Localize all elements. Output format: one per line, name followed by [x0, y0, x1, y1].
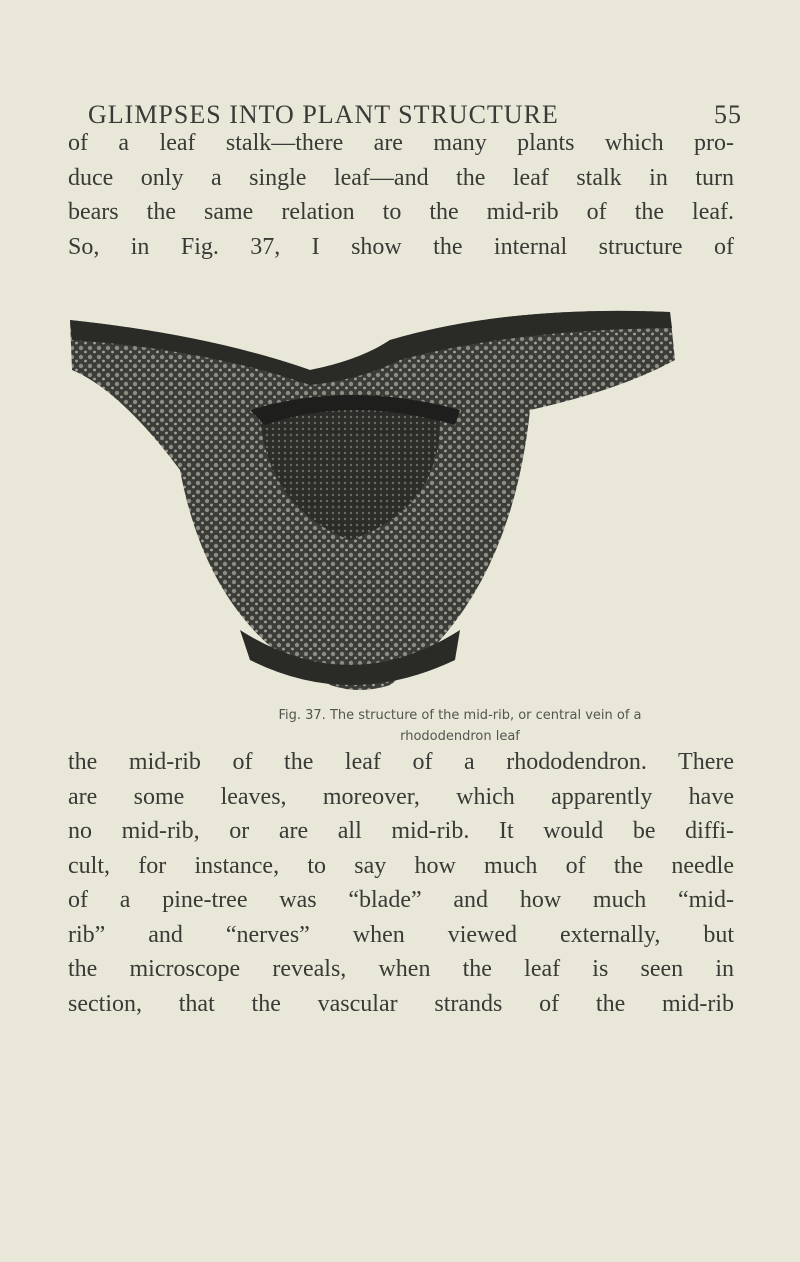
caption-line: rhododendron leaf	[400, 729, 520, 744]
paragraph: the mid-rib of the leaf of a rhododendro…	[68, 745, 734, 1021]
text-line: are some leaves, moreover, which apparen…	[68, 783, 734, 810]
text-line: duce only a single leaf—and the leaf sta…	[68, 164, 734, 191]
text-line: of a leaf stalk—there are many plants wh…	[68, 130, 734, 156]
figure-image	[70, 310, 675, 690]
figure-caption: Fig. 37. The structure of the mid-rib, o…	[180, 705, 740, 747]
caption-line: The structure of the mid-rib, or central…	[329, 708, 642, 723]
figure-label: Fig. 37.	[278, 708, 326, 723]
page-number: 55	[714, 100, 742, 129]
text-line: So, in Fig. 37, I show the internal stru…	[68, 233, 734, 260]
text-line: cult, for instance, to say how much of t…	[68, 852, 734, 879]
paragraph: of a leaf stalk—there are many plants wh…	[68, 126, 734, 264]
text-line: rib” and “nerves” when viewed externally…	[68, 921, 734, 948]
header-title: GLIMPSES INTO PLANT STRUCTURE	[88, 100, 559, 129]
text-line: the microscope reveals, when the leaf is…	[68, 956, 734, 982]
text-line: no mid-rib, or are all mid-rib. It would…	[68, 818, 734, 844]
running-header: GLIMPSES INTO PLANT STRUCTURE 55	[88, 100, 742, 130]
text-line: section, that the vascular strands of th…	[68, 990, 734, 1017]
text-line: the mid-rib of the leaf of a rhododendro…	[68, 749, 734, 775]
text-line: of a pine-tree was “blade” and how much …	[68, 887, 734, 913]
text-line: bears the same relation to the mid-rib o…	[68, 199, 734, 225]
